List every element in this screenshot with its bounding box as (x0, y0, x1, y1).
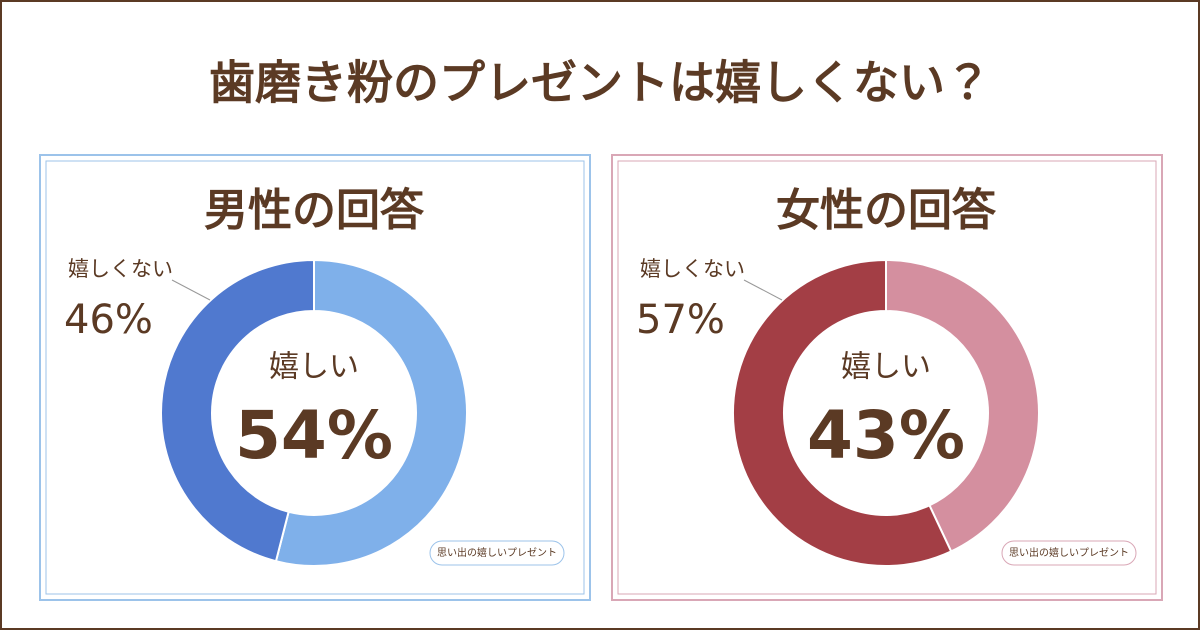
side-category: 嬉しくない (68, 257, 173, 281)
source-badge (1001, 540, 1137, 566)
side-category: 嬉しくない (640, 257, 745, 281)
center-value-label: 43% (807, 397, 965, 474)
donut-segment (160, 258, 315, 563)
page-title: 歯磨き粉のプレゼントは嬉しくない？ (209, 56, 991, 110)
donut-segment (274, 258, 468, 567)
panel-inner-frame (45, 160, 585, 595)
leader-line (171, 279, 211, 301)
leader-line (743, 279, 783, 301)
side-value-label: 46% (64, 297, 153, 343)
source-text: 思い出の嬉しいプレゼント (1009, 546, 1129, 559)
center-category: 嬉しい (841, 350, 931, 385)
donut-segment (732, 258, 953, 567)
donut-segment (885, 258, 1040, 553)
center-value-label: 54% (235, 397, 393, 474)
source-badge (429, 540, 565, 566)
source-text: 思い出の嬉しいプレゼント (437, 546, 557, 559)
side-value-label: 57% (636, 297, 725, 343)
center-category: 嬉しい (269, 350, 359, 385)
panel-title: 女性の回答 (776, 185, 997, 236)
panel-title: 男性の回答 (204, 185, 425, 236)
panel-inner-frame (617, 160, 1157, 595)
